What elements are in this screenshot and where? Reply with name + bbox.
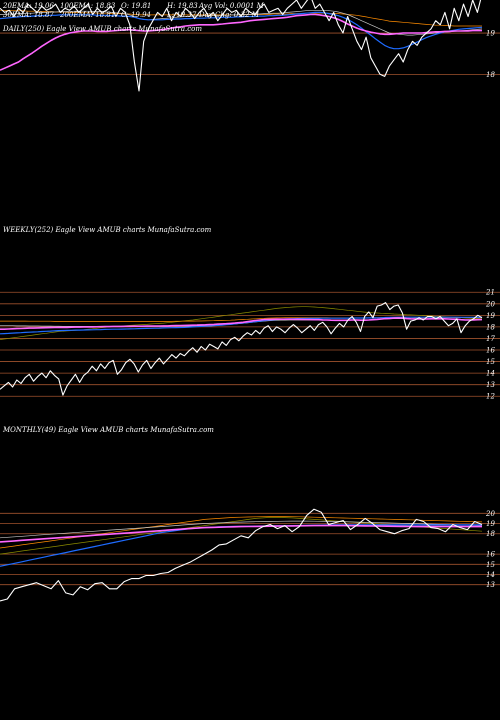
series-line-price	[0, 508, 483, 602]
stat-ema30: 30EMA: 18.87	[3, 11, 54, 19]
y-tick-label: 21	[485, 289, 495, 297]
stat-low: L: 19.37	[166, 11, 197, 19]
y-tick-label: 14	[486, 370, 495, 378]
y-tick-label: 18	[486, 71, 495, 79]
y-tick-label: 18	[486, 323, 495, 331]
monthly-grid	[0, 512, 500, 586]
y-tick-label: 13	[486, 381, 495, 389]
series-line-ema20	[0, 524, 482, 543]
series-line-ema20	[0, 13, 482, 71]
y-tick-label: 19	[486, 520, 495, 528]
weekly-y-axis-ticks: 21 20 19 18 17 16 15 14 13 12	[485, 289, 495, 401]
stat-ema200: 200EMA: 18.81	[59, 11, 115, 19]
stat-close: C: 19.94	[121, 11, 151, 19]
daily-series	[0, 0, 483, 92]
daily-chart-title: DAILY(250) Eagle View AMUB charts Munafa…	[2, 25, 202, 33]
y-tick-label: 12	[486, 393, 495, 401]
y-tick-label: 16	[486, 551, 495, 559]
monthly-y-axis-ticks: 20 19 18 16 15 14 13	[485, 510, 495, 589]
monthly-series	[0, 508, 483, 602]
stat-avg-volume: Avg Vol: 0.0001 M	[198, 2, 265, 10]
y-tick-label: 17	[486, 335, 495, 343]
stat-open: O: 19.81	[121, 2, 151, 10]
monthly-chart-title: MONTHLY(49) Eagle View AMUB charts Munaf…	[2, 426, 214, 434]
y-tick-label: 15	[486, 358, 495, 366]
weekly-series	[0, 302, 483, 396]
y-tick-label: 13	[486, 581, 495, 589]
y-tick-label: 16	[486, 347, 495, 355]
weekly-chart-panel: WEEKLY(252) Eagle View AMUB charts Munaf…	[0, 226, 500, 401]
series-line-price	[0, 302, 483, 396]
series-line-ema30	[0, 520, 483, 539]
y-tick-label: 15	[486, 561, 495, 569]
monthly-chart-panel: MONTHLY(49) Eagle View AMUB charts Munaf…	[0, 426, 500, 602]
series-line-price	[0, 0, 482, 92]
y-tick-label: 14	[486, 571, 495, 579]
daily-stats-block: 20EMA: 19.06 100EMA: 18.83 O: 19.81 H: 1…	[2, 2, 265, 33]
y-tick-label: 20	[485, 300, 495, 308]
stat-ema20: 20EMA: 19.06	[2, 2, 54, 10]
y-tick-label: 19	[486, 30, 495, 38]
weekly-chart-title: WEEKLY(252) Eagle View AMUB charts Munaf…	[3, 226, 212, 234]
stat-day-change: Day Chg: 0.32 M	[198, 11, 260, 19]
y-tick-label: 20	[485, 510, 495, 518]
weekly-grid	[0, 291, 500, 397]
stat-high: H: 19.83	[166, 2, 198, 10]
y-tick-label: 19	[486, 312, 495, 320]
series-line-ema20	[0, 317, 483, 331]
stat-ema100: 100EMA: 18.83	[60, 2, 116, 10]
series-line-ema100	[0, 9, 482, 27]
y-tick-label: 18	[486, 530, 495, 538]
